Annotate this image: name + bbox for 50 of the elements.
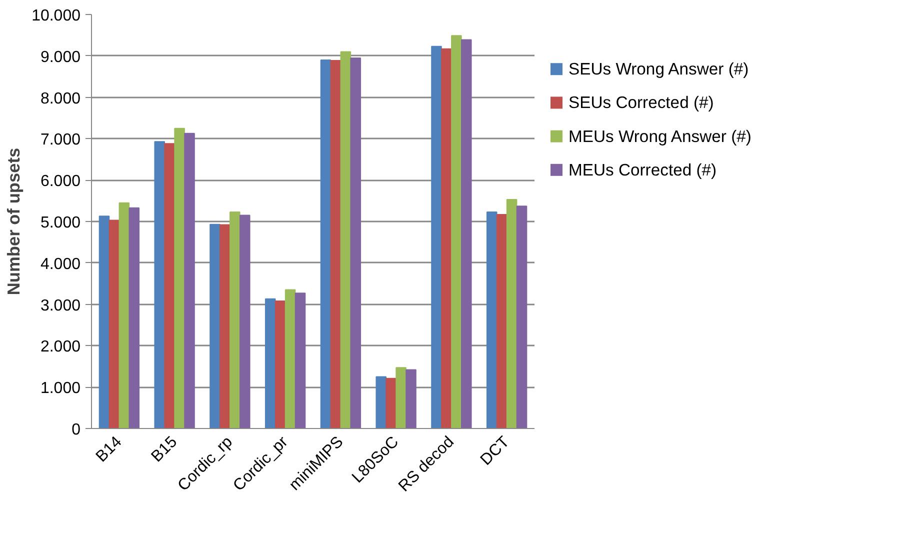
bar — [340, 51, 352, 428]
bar — [118, 202, 130, 428]
bar — [240, 214, 250, 428]
bar — [516, 206, 528, 428]
y-tick-label: 2.000 — [40, 338, 81, 356]
bar — [274, 300, 286, 428]
bar — [350, 57, 362, 428]
legend-label: MEUs Wrong Answer (#) — [568, 126, 752, 146]
bar — [486, 211, 498, 428]
x-tick-label: B14 — [93, 433, 126, 466]
bar — [174, 128, 185, 428]
bar — [496, 214, 508, 428]
bar — [294, 292, 306, 428]
y-tick-label: 8.000 — [40, 90, 81, 108]
bar — [441, 48, 452, 428]
bar — [330, 60, 342, 428]
y-tick-label: 4.000 — [40, 256, 81, 273]
y-tick-label: 10.000 — [32, 8, 81, 24]
legend-label: MEUs Corrected (#) — [568, 160, 717, 180]
bar — [431, 46, 442, 428]
bar — [506, 199, 518, 428]
bar — [386, 378, 396, 428]
bar — [164, 143, 175, 428]
y-tick-label: 6.000 — [40, 173, 81, 190]
bar — [406, 369, 416, 428]
bar — [320, 60, 332, 428]
bar — [284, 289, 296, 428]
legend-label: SEUs Wrong Answer (#) — [568, 60, 749, 79]
bar — [184, 132, 195, 428]
y-axis-title: Number of upsets — [4, 148, 24, 296]
y-tick-label: 7.000 — [40, 132, 81, 149]
bar — [461, 39, 472, 428]
bar — [396, 367, 406, 428]
y-tick-label: 3.000 — [40, 297, 81, 314]
y-tick-label: 1.000 — [40, 380, 81, 398]
y-tick-label: 0 — [72, 422, 81, 438]
bar — [376, 376, 386, 428]
bar — [128, 207, 140, 428]
bar — [230, 211, 240, 428]
legend-label: SEUs Corrected (#) — [568, 93, 714, 112]
bar — [98, 216, 110, 428]
bar — [220, 224, 230, 428]
y-tick-label: 9.000 — [40, 48, 81, 66]
bar — [210, 224, 220, 428]
bar — [108, 220, 120, 428]
bar — [264, 298, 276, 428]
y-tick-label: 5.000 — [40, 214, 81, 232]
bar — [154, 141, 165, 428]
x-tick-label: B15 — [148, 433, 181, 466]
bar — [451, 35, 462, 428]
